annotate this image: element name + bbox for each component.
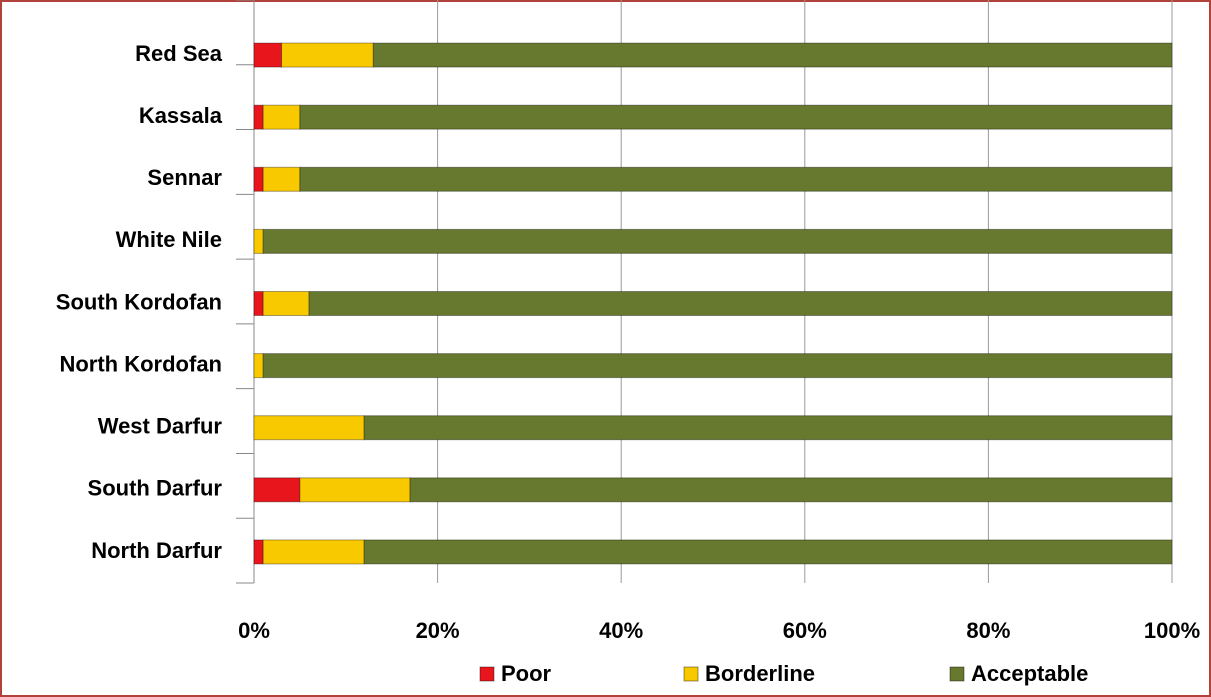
bar-segment <box>262 539 365 565</box>
y-tick-label: North Kordofan <box>59 351 222 376</box>
bar-segment <box>299 104 1173 130</box>
bar-segment <box>262 228 1173 254</box>
bar-segment <box>299 166 1173 192</box>
bar-segment <box>308 291 1173 316</box>
bar-segment <box>363 539 1173 565</box>
x-tick-label: 40% <box>599 618 643 643</box>
bar-segment <box>253 539 264 565</box>
legend-swatch <box>949 666 965 682</box>
bar-segment <box>253 291 264 316</box>
y-tick-label: North Darfur <box>91 538 222 563</box>
bar-segment <box>409 477 1173 503</box>
y-tick-label: Kassala <box>139 103 223 128</box>
bar-segment <box>253 42 283 68</box>
bar-segment <box>262 166 301 192</box>
bar-segment <box>253 104 264 130</box>
x-tick-label: 0% <box>238 618 270 643</box>
bar-segment <box>253 166 264 192</box>
y-tick-label: South Kordofan <box>56 289 222 314</box>
bar-segment <box>299 477 411 503</box>
legend-label: Borderline <box>705 661 815 686</box>
y-tick-label: Red Sea <box>135 41 223 66</box>
bar-segment <box>253 228 264 254</box>
y-tick-label: White Nile <box>116 227 222 252</box>
x-tick-label: 80% <box>966 618 1010 643</box>
x-tick-label: 20% <box>416 618 460 643</box>
bar-segment <box>363 415 1173 441</box>
bar-segment <box>253 477 301 503</box>
bar-segment <box>262 104 301 130</box>
bar-segment <box>281 42 374 68</box>
bar-segment <box>372 42 1173 68</box>
bar-segment <box>262 353 1173 379</box>
legend-label: Acceptable <box>971 661 1088 686</box>
legend-swatch <box>479 666 495 682</box>
y-tick-label: South Darfur <box>88 476 223 501</box>
legend-swatch <box>683 666 699 682</box>
x-tick-label: 60% <box>783 618 827 643</box>
y-tick-label: Sennar <box>147 165 222 190</box>
legend-label: Poor <box>501 661 552 686</box>
bar-segment <box>253 353 264 379</box>
bar-segment <box>262 291 310 316</box>
bar-segment <box>253 415 365 441</box>
y-tick-label: West Darfur <box>98 414 223 439</box>
x-tick-label: 100% <box>1144 618 1200 643</box>
